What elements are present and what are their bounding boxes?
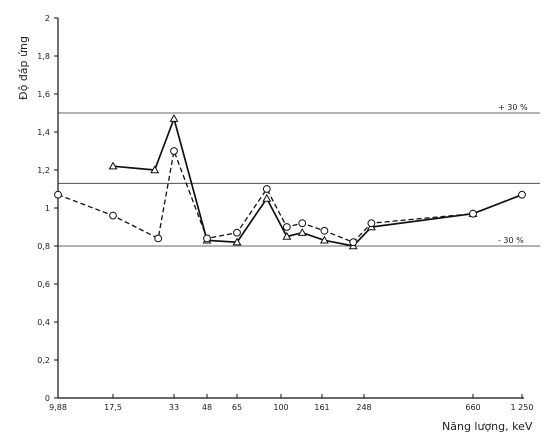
circle-marker <box>154 234 163 243</box>
circle-marker <box>320 226 329 235</box>
x-tick-label: 9,88 <box>49 403 67 412</box>
y-tick-label: 1 <box>45 204 50 213</box>
reference-line-label: - 30 % <box>498 236 524 245</box>
y-tick-label: 0,4 <box>37 318 50 327</box>
circle-marker <box>54 190 62 199</box>
y-tick-label: 0,8 <box>37 242 50 251</box>
circle-marker <box>109 211 117 220</box>
x-tick-label: 1 250 <box>511 403 534 412</box>
x-tick-label: 65 <box>232 403 242 412</box>
x-tick-label: 100 <box>273 403 288 412</box>
y-tick-label: 0,2 <box>37 356 50 365</box>
circle-marker <box>469 209 477 218</box>
circle-marker <box>298 219 307 228</box>
y-tick-label: 1,8 <box>37 52 50 61</box>
x-tick-label: 17,5 <box>104 403 122 412</box>
y-tick-label: 0,6 <box>37 280 50 289</box>
x-axis-label: Năng lượng, keV <box>442 420 533 433</box>
triangle-marker <box>319 235 329 244</box>
reference-line-label: + 30 % <box>498 103 528 112</box>
triangle-marker <box>169 114 179 122</box>
y-tick-label: 1,2 <box>37 166 50 175</box>
triangle-marker <box>297 228 307 236</box>
triangle-marker <box>232 237 242 246</box>
y-axis-label: Độ đáp ứng <box>17 36 30 100</box>
circle-marker <box>367 219 376 228</box>
triangle-marker <box>108 161 118 170</box>
y-tick-label: 0 <box>45 394 50 403</box>
circle-marker <box>170 147 178 155</box>
x-tick-label: 161 <box>314 403 329 412</box>
dashed-series-line <box>57 148 523 243</box>
triangle-marker <box>262 193 272 202</box>
triangle-marker <box>150 165 160 174</box>
solid-series-line <box>112 115 474 247</box>
x-tick-label: 248 <box>356 403 371 412</box>
series-layer <box>54 114 526 250</box>
x-tick-label: 33 <box>169 403 179 412</box>
reference-lines: + 30 % - 30 % <box>58 103 540 247</box>
circle-marker <box>203 234 211 243</box>
circle-marker <box>262 185 271 193</box>
circle-marker <box>349 238 358 247</box>
x-axis-ticks: 9,88 17,5 33 48 65 100 161 248 660 1 250 <box>49 394 533 412</box>
circle-marker <box>518 190 526 199</box>
circle-marker <box>282 223 291 231</box>
triangle-marker <box>282 231 292 240</box>
y-axis-ticks: 0 0,2 0,4 0,6 0,8 1 1,2 1,4 1,6 1,8 2 <box>37 14 58 403</box>
y-tick-label: 2 <box>45 14 50 23</box>
x-tick-label: 48 <box>202 403 212 412</box>
circle-marker <box>233 228 241 237</box>
y-tick-label: 1,6 <box>37 90 50 99</box>
x-tick-label: 660 <box>465 403 480 412</box>
y-tick-label: 1,4 <box>37 128 50 137</box>
